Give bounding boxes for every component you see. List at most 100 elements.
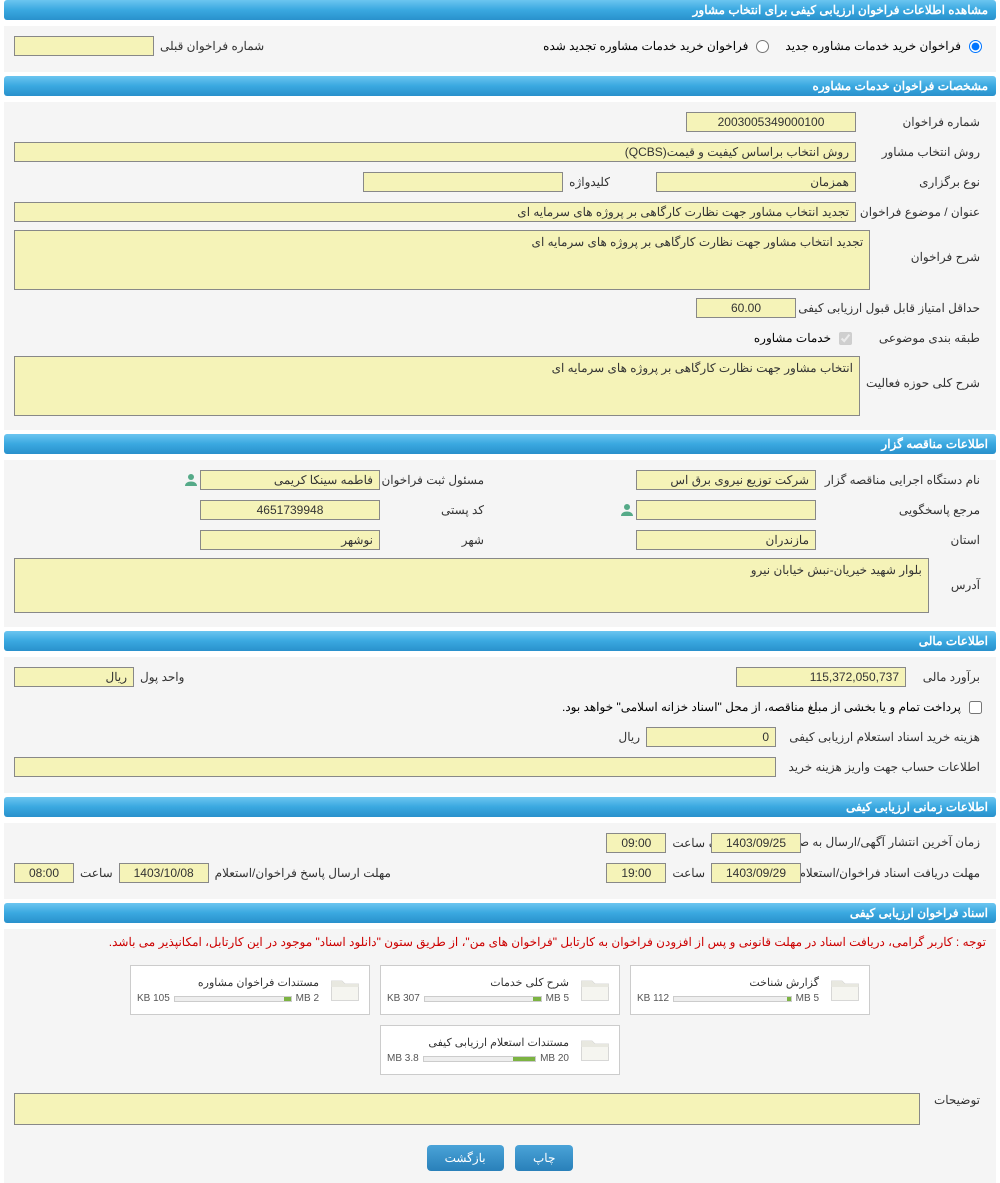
back-button[interactable]: بازگشت: [427, 1145, 504, 1171]
exec-field: شرکت توزیع نیروی برق اس: [636, 470, 816, 490]
registrar-label: مسئول ثبت فراخوان: [380, 473, 490, 487]
treasury-check[interactable]: پرداخت تمام و یا بخشی از مبلغ مناقصه، از…: [562, 700, 986, 714]
person-icon: [618, 501, 636, 519]
replier-field: [636, 500, 816, 520]
file-total: 2 MB: [296, 993, 319, 1004]
unit-label: واحد پول: [134, 670, 190, 684]
method-field: روش انتخاب براساس کیفیت و قیمت(QCBS): [14, 142, 856, 162]
file-name: گزارش شناخت: [637, 976, 819, 989]
keyword-label: کلیدواژه: [563, 175, 616, 189]
page-title: مشاهده اطلاعات فراخوان ارزیابی کیفی برای…: [4, 0, 996, 20]
finance-header: اطلاعات مالی: [4, 631, 996, 651]
activity-label: شرح کلی حوزه فعالیت: [860, 356, 986, 390]
account-label: اطلاعات حساب جهت واریز هزینه خرید: [776, 760, 986, 774]
prev-number-field: [14, 36, 154, 56]
radio-new[interactable]: فراخوان خرید خدمات مشاوره جدید: [785, 39, 986, 53]
org-block: نام دستگاه اجرایی مناقصه گزار شرکت توزیع…: [4, 460, 996, 627]
pub-label: زمان آخرین انتشار آگهی/ارسال به صفحه اعل…: [801, 835, 986, 851]
file-used: 3.8 MB: [387, 1053, 419, 1064]
file-name: شرح کلی خدمات: [387, 976, 569, 989]
category-check[interactable]: خدمات مشاوره: [754, 331, 856, 345]
subject-field: تجدید انتخاب مشاور جهت نظارت کارگاهی بر …: [14, 202, 856, 222]
receive-date-field: 1403/09/29: [711, 863, 801, 883]
reply-hour-label: ساعت: [74, 866, 119, 880]
reply-hour-field: 08:00: [14, 863, 74, 883]
finance-block: برآورد مالی 115,372,050,737 واحد پول ریا…: [4, 657, 996, 793]
radio-renewed[interactable]: فراخوان خرید خدمات مشاوره تجدید شده: [543, 39, 773, 53]
estimate-label: برآورد مالی: [906, 670, 986, 684]
file-total: 5 MB: [546, 993, 569, 1004]
spec-block: شماره فراخوان 2003005349000100 روش انتخا…: [4, 102, 996, 430]
reply-label: مهلت ارسال پاسخ فراخوان/استعلام: [209, 866, 397, 880]
file-used: 105 KB: [137, 993, 170, 1004]
min-score-field: 60.00: [696, 298, 796, 318]
type-field: همزمان: [656, 172, 856, 192]
doc-fee-label: هزینه خرید اسناد استعلام ارزیابی کیفی: [776, 730, 986, 744]
file-card[interactable]: مستندات فراخوان مشاوره 2 MB 105 KB: [130, 965, 370, 1015]
radio-new-label: فراخوان خرید خدمات مشاوره جدید: [785, 39, 961, 53]
category-check-label: خدمات مشاوره: [754, 331, 831, 345]
city-label: شهر: [380, 533, 490, 547]
postal-label: کد پستی: [380, 503, 490, 517]
min-score-label: حداقل امتیاز قابل قبول ارزیابی کیفی: [796, 301, 986, 315]
type-label: نوع برگزاری: [856, 175, 986, 189]
desc-field: تجدید انتخاب مشاور جهت نظارت کارگاهی بر …: [14, 230, 870, 290]
receive-hour-label: ساعت: [666, 866, 711, 880]
account-field: [14, 757, 776, 777]
province-label: استان: [816, 533, 986, 547]
docs-notice: توجه : کاربر گرامی، دریافت اسناد در مهلت…: [4, 929, 996, 955]
button-bar: چاپ بازگشت: [4, 1133, 996, 1183]
file-total: 20 MB: [540, 1053, 569, 1064]
docs-desc-label: توضیحات: [928, 1093, 986, 1107]
time-block: زمان آخرین انتشار آگهی/ارسال به صفحه اعل…: [4, 823, 996, 899]
radio-renewed-label: فراخوان خرید خدمات مشاوره تجدید شده: [543, 39, 748, 53]
file-bar: [673, 996, 792, 1002]
province-field: مازندران: [636, 530, 816, 550]
spec-header: مشخصات فراخوان خدمات مشاوره: [4, 76, 996, 96]
pub-hour-field: 09:00: [606, 833, 666, 853]
file-used: 307 KB: [387, 993, 420, 1004]
call-number-field: 2003005349000100: [686, 112, 856, 132]
file-card[interactable]: گزارش شناخت 5 MB 112 KB: [630, 965, 870, 1015]
doc-fee-unit: ریال: [612, 730, 646, 744]
file-bar: [423, 1056, 536, 1062]
method-label: روش انتخاب مشاور: [856, 145, 986, 159]
desc-label: شرح فراخوان: [870, 230, 986, 264]
subject-label: عنوان / موضوع فراخوان: [856, 205, 986, 219]
top-options: فراخوان خرید خدمات مشاوره جدید فراخوان خ…: [4, 26, 996, 72]
person-icon: [182, 471, 200, 489]
address-label: آدرس: [929, 558, 986, 592]
address-field: بلوار شهید خیریان-نبش خیابان نیرو: [14, 558, 929, 613]
replier-label: مرجع پاسخگویی: [816, 503, 986, 517]
docs-desc-field: [14, 1093, 920, 1125]
pub-date-field: 1403/09/25: [711, 833, 801, 853]
file-bar: [174, 996, 292, 1002]
pub-hour-label: ساعت: [666, 836, 711, 850]
docs-header: اسناد فراخوان ارزیابی کیفی: [4, 903, 996, 923]
call-number-label: شماره فراخوان: [856, 115, 986, 129]
doc-fee-field: 0: [646, 727, 776, 747]
exec-label: نام دستگاه اجرایی مناقصه گزار: [816, 473, 986, 487]
keyword-field: [363, 172, 563, 192]
file-grid: گزارش شناخت 5 MB 112 KB شرح کلی خدمات 5 MB 30…: [4, 955, 996, 1085]
category-label: طبقه بندی موضوعی: [856, 331, 986, 345]
postal-field: 4651739948: [200, 500, 380, 520]
estimate-field: 115,372,050,737: [736, 667, 906, 687]
org-header: اطلاعات مناقصه گزار: [4, 434, 996, 454]
reply-date-field: 1403/10/08: [119, 863, 209, 883]
file-name: مستندات فراخوان مشاوره: [137, 976, 319, 989]
file-total: 5 MB: [796, 993, 819, 1004]
receive-hour-field: 19:00: [606, 863, 666, 883]
print-button[interactable]: چاپ: [515, 1145, 573, 1171]
file-card[interactable]: شرح کلی خدمات 5 MB 307 KB: [380, 965, 620, 1015]
file-card[interactable]: مستندات استعلام ارزیابی کیفی 20 MB 3.8 MB: [380, 1025, 620, 1075]
treasury-check-label: پرداخت تمام و یا بخشی از مبلغ مناقصه، از…: [562, 700, 961, 714]
unit-field: ریال: [14, 667, 134, 687]
file-bar: [424, 996, 542, 1002]
file-used: 112 KB: [637, 993, 669, 1004]
receive-label: مهلت دریافت اسناد فراخوان/استعلام: [801, 866, 986, 880]
prev-number-label: شماره فراخوان قبلی: [154, 39, 270, 53]
registrar-field: فاطمه سینکا کریمی: [200, 470, 380, 490]
file-name: مستندات استعلام ارزیابی کیفی: [387, 1036, 569, 1049]
time-header: اطلاعات زمانی ارزیابی کیفی: [4, 797, 996, 817]
